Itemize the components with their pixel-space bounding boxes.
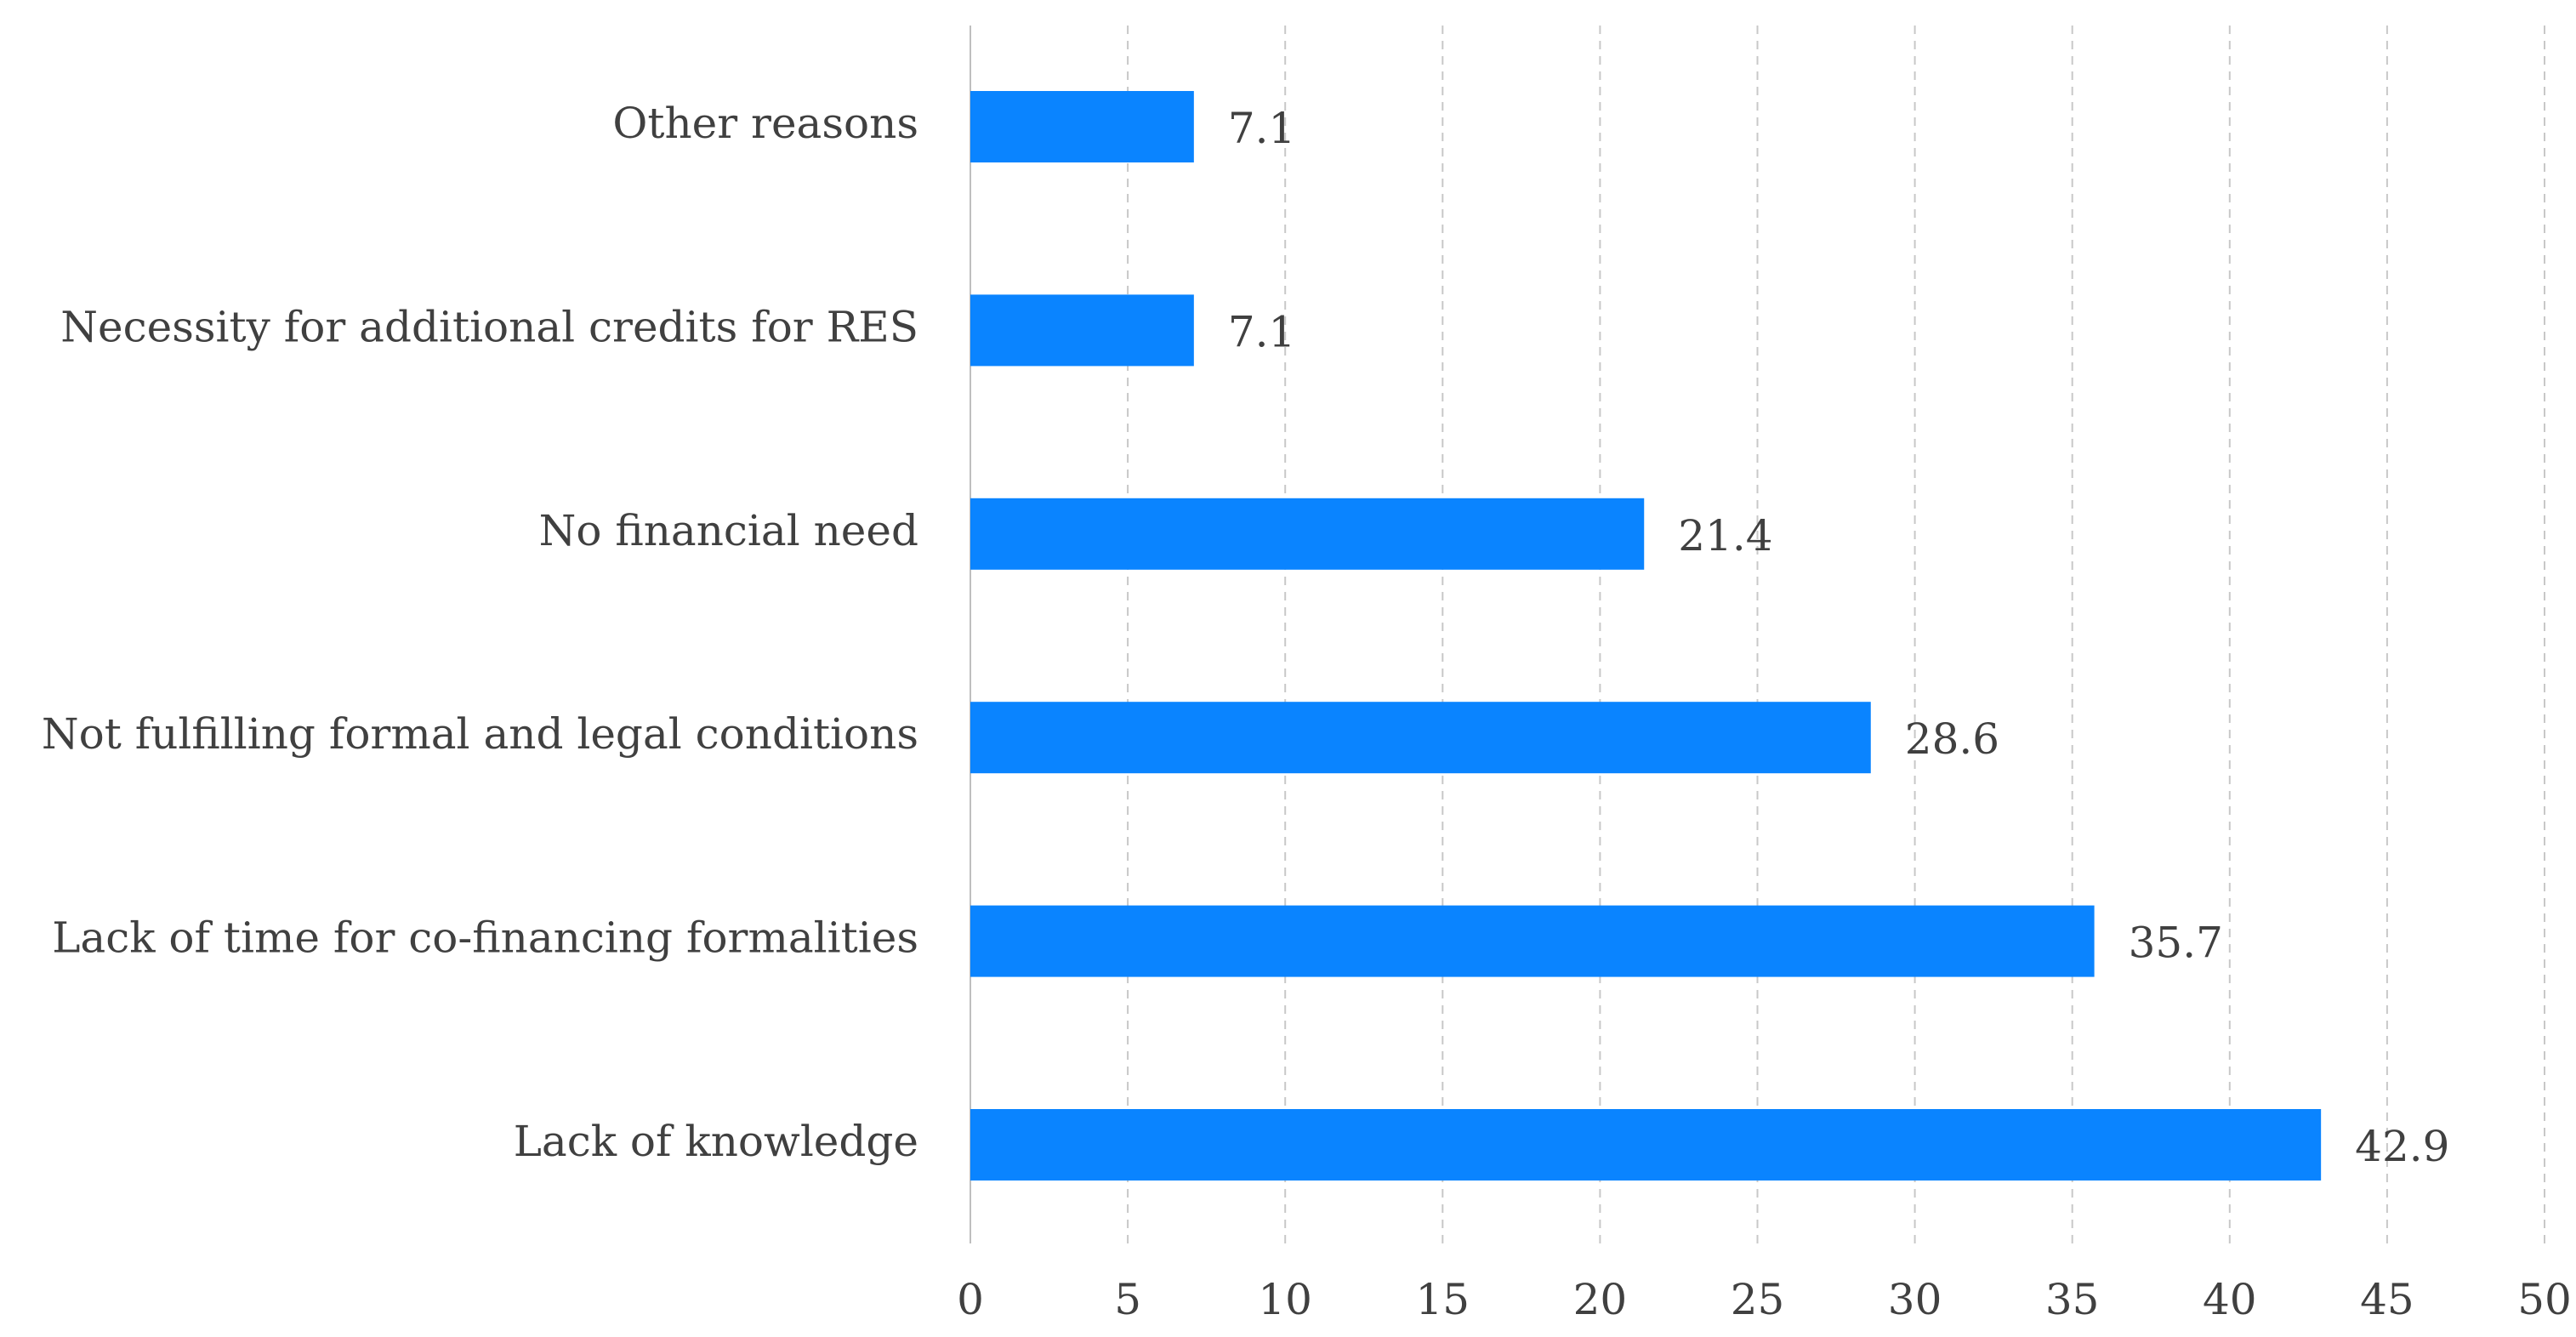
value-label-3: 21.4 (1678, 511, 1772, 560)
category-label-6: Lack of knowledge (514, 1117, 918, 1166)
bar-4 (970, 702, 1871, 774)
x-tick-label-15: 15 (1415, 1275, 1470, 1324)
bar-1 (970, 91, 1194, 162)
x-tick-label-10: 10 (1258, 1275, 1312, 1324)
category-labels: Other reasons Necessity for additional cr… (42, 99, 918, 1166)
category-label-2: Necessity for additional credits for RES (60, 302, 918, 351)
value-label-2: 7.1 (1228, 307, 1296, 356)
grid-layer (970, 26, 2545, 1243)
category-label-4: Not fulfilling formal and legal conditio… (42, 709, 918, 759)
x-tick-label-30: 30 (1888, 1275, 1942, 1324)
bar-layer (970, 91, 2322, 1181)
bar-2 (970, 294, 1194, 367)
bar-5 (970, 905, 2095, 977)
x-tick-label-35: 35 (2045, 1275, 2100, 1324)
x-tick-label-50: 50 (2517, 1275, 2572, 1324)
x-tick-label-20: 20 (1573, 1275, 1628, 1324)
value-label-5: 35.7 (2129, 919, 2223, 968)
x-axis-tick-labels: 0 5 10 15 20 25 30 35 40 45 50 (957, 1275, 2572, 1324)
category-label-1: Other reasons (612, 99, 918, 148)
x-tick-label-45: 45 (2360, 1275, 2414, 1324)
x-tick-label-25: 25 (1731, 1275, 1785, 1324)
x-tick-label-5: 5 (1114, 1275, 1141, 1324)
bar-3 (970, 498, 1645, 570)
x-tick-label-0: 0 (957, 1275, 984, 1324)
bar-6 (970, 1109, 2322, 1181)
value-label-1: 7.1 (1228, 104, 1296, 153)
category-label-5: Lack of time for co-financing formalitie… (52, 913, 918, 963)
value-label-4: 28.6 (1905, 714, 1999, 764)
x-tick-label-40: 40 (2203, 1275, 2257, 1324)
category-label-3: No financial need (539, 506, 918, 555)
value-labels: 7.1 7.1 21.4 28.6 35.7 42.9 (1228, 104, 2450, 1171)
value-label-6: 42.9 (2355, 1122, 2449, 1171)
